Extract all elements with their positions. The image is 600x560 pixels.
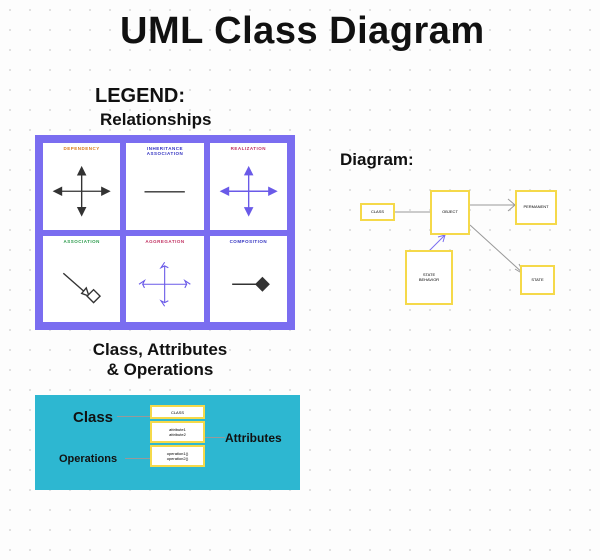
diagram-area: CLASS OBJECT PERMANENT STATE STATE BEHAV…: [330, 175, 580, 325]
diagram-box-class: CLASS: [360, 203, 395, 221]
cao-connector: [205, 437, 225, 438]
cao-label-class: Class: [73, 409, 113, 426]
legend-cell-title: REALIZATION: [231, 146, 266, 156]
legend-cell-aggregation: AGGREGATION: [126, 236, 203, 323]
page-title: UML Class Diagram: [120, 10, 485, 53]
cao-heading: Class, Attributes & Operations: [85, 340, 235, 381]
cao-box-attributes: attribute1 attribute2: [150, 421, 205, 443]
legend-cell-inheritance: INHERITANCE ASSOCIATION: [126, 143, 203, 230]
legend-cell-title: COMPOSITION: [230, 239, 268, 249]
diagram-box-object: OBJECT: [430, 190, 470, 235]
cao-label-operations: Operations: [59, 453, 117, 465]
diagram-box-behavior: STATE BEHAVIOR: [405, 250, 453, 305]
cao-label-attributes: Attributes: [225, 431, 282, 445]
diagram-heading: Diagram:: [340, 150, 414, 170]
cao-connector: [117, 416, 150, 417]
legend-cell-title: DEPENDENCY: [64, 146, 100, 156]
diagram-box-state: STATE: [520, 265, 555, 295]
legend-cell-title: ASSOCIATION: [63, 239, 99, 249]
legend-cell-body: [128, 249, 201, 320]
cao-connector: [125, 458, 150, 459]
legend-cell-title: AGGREGATION: [145, 239, 184, 249]
legend-cell-body: [45, 249, 118, 320]
legend-subheading: Relationships: [100, 110, 211, 130]
diagram-box-permanent: PERMANENT: [515, 190, 557, 225]
legend-cell-dependency: DEPENDENCY: [43, 143, 120, 230]
legend-cell-composition: COMPOSITION: [210, 236, 287, 323]
legend-cell-title: INHERITANCE ASSOCIATION: [147, 146, 183, 157]
legend-cell-realization: REALIZATION: [210, 143, 287, 230]
legend-cell-association: ASSOCIATION: [43, 236, 120, 323]
cao-panel: Class Attributes Operations CLASS attrib…: [35, 395, 300, 490]
legend-cell-body: [128, 157, 201, 227]
legend-heading: LEGEND:: [95, 85, 185, 108]
legend-cell-body: [212, 156, 285, 227]
cao-box-operations: operation1() operation2(): [150, 445, 205, 467]
legend-cell-body: [45, 156, 118, 227]
legend-panel: DEPENDENCY INHERITANCE ASSOCIATION REALI…: [35, 135, 295, 330]
cao-box-class: CLASS: [150, 405, 205, 419]
legend-cell-body: [212, 249, 285, 320]
